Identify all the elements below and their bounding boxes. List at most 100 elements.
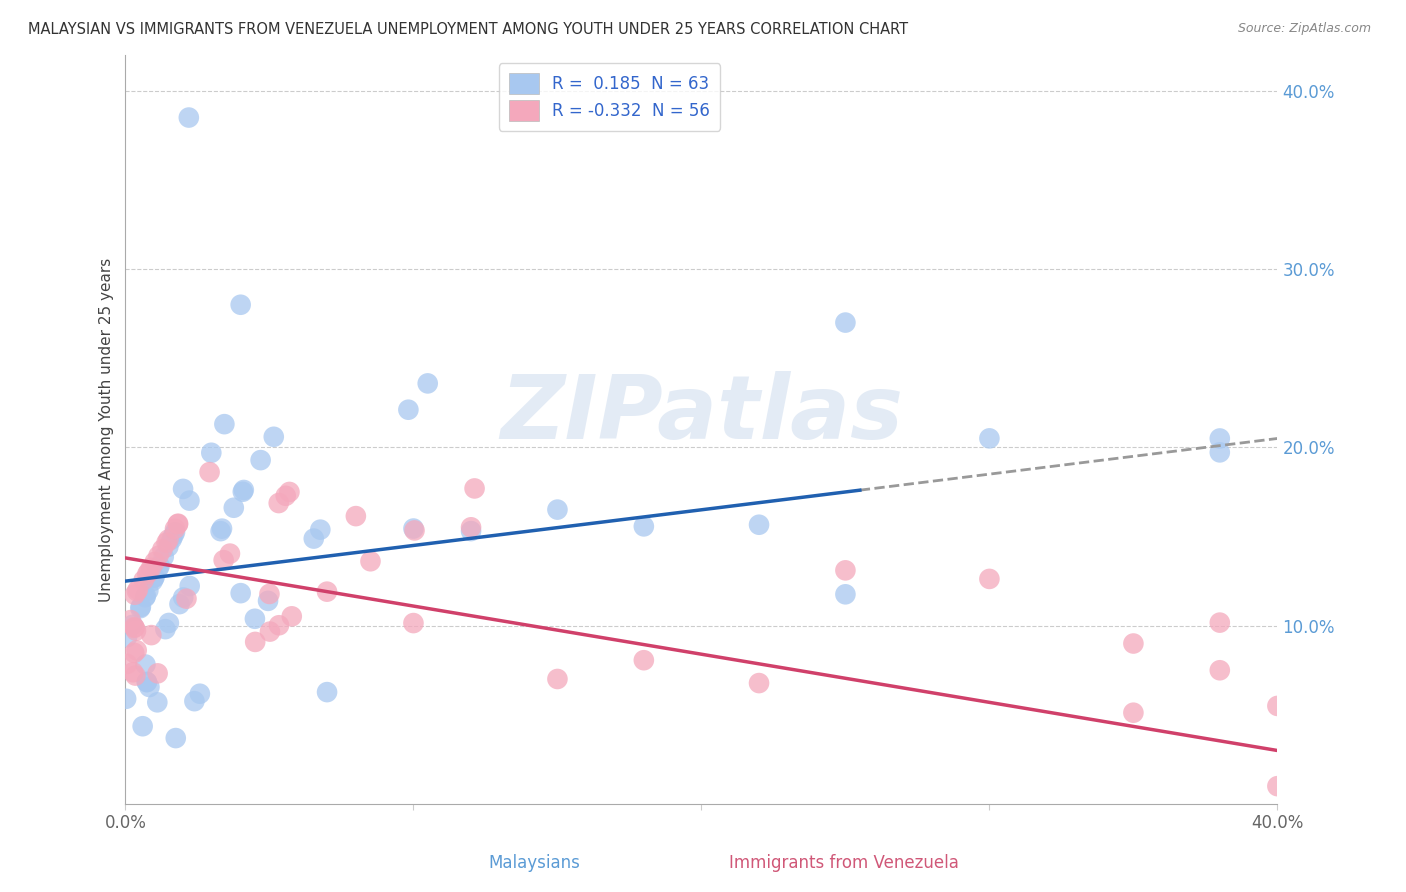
Point [166,517,188,532]
Point [209,524,232,538]
Point [132,573,155,587]
Point [200,446,222,460]
Text: MALAYSIAN VS IMMIGRANTS FROM VENEZUELA UNEMPLOYMENT AMONG YOUTH UNDER 25 YEARS C: MALAYSIAN VS IMMIGRANTS FROM VENEZUELA U… [28,22,908,37]
Point [122,646,145,660]
Text: Malaysians: Malaysians [488,855,581,872]
Point [748,676,770,690]
Point [979,572,1001,586]
Point [143,571,166,585]
Point [129,601,152,615]
Point [135,674,157,689]
Point [211,522,233,536]
Point [267,496,290,510]
Point [125,584,148,599]
Point [167,516,190,531]
Point [122,665,145,680]
Point [122,620,145,634]
Point [141,560,163,574]
Point [120,613,142,627]
Point [188,687,211,701]
Point [1267,698,1289,713]
Point [183,694,205,708]
Point [214,417,236,432]
Point [172,591,194,605]
Point [257,594,280,608]
Point [249,453,271,467]
Point [1209,432,1232,446]
Text: Immigrants from Venezuela: Immigrants from Venezuela [728,855,959,872]
Point [136,567,159,582]
Point [278,485,301,500]
Point [143,555,166,569]
Point [402,616,425,631]
Point [157,615,180,630]
Point [416,376,439,391]
Point [165,731,187,745]
Point [138,680,160,694]
Point [152,542,174,557]
Point [316,685,339,699]
Point [124,588,146,602]
Point [344,509,367,524]
Point [281,609,304,624]
Point [748,517,770,532]
Text: ZIPatlas: ZIPatlas [501,371,903,458]
Point [162,528,184,542]
Point [135,589,157,603]
Point [259,587,281,601]
Point [176,591,198,606]
Point [1209,615,1232,630]
Point [163,525,186,540]
Point [302,532,325,546]
Point [245,635,267,649]
Point [121,617,143,632]
Point [259,624,281,639]
Point [172,482,194,496]
Point [134,657,156,672]
Point [198,465,221,479]
Point [135,675,157,690]
Point [460,520,482,534]
Point [979,431,1001,445]
Point [1209,445,1232,459]
Legend: R =  0.185  N = 63, R = -0.332  N = 56: R = 0.185 N = 63, R = -0.332 N = 56 [499,63,720,131]
Point [134,591,156,605]
Point [157,540,180,554]
Point [243,612,266,626]
Point [1209,663,1232,677]
Point [138,583,160,598]
Point [402,522,425,536]
Point [115,691,138,706]
Point [169,597,191,611]
Point [222,500,245,515]
Point [267,618,290,632]
Point [360,554,382,568]
Point [149,558,172,573]
Point [129,599,152,614]
Point [309,523,332,537]
Point [143,570,166,584]
Point [834,587,856,601]
Point [124,668,146,682]
Point [127,582,149,597]
Point [546,672,568,686]
Point [274,489,297,503]
Point [396,402,419,417]
Point [141,628,163,642]
Point [179,493,201,508]
Point [131,719,153,733]
Point [142,574,165,588]
Point [125,643,148,657]
Point [1122,706,1144,720]
Point [212,553,235,567]
Point [229,298,252,312]
Point [460,524,482,538]
Point [232,484,254,499]
Point [263,430,285,444]
Point [160,533,183,547]
Point [834,316,856,330]
Point [219,547,242,561]
Point [177,111,200,125]
Point [157,533,180,547]
Point [464,482,486,496]
